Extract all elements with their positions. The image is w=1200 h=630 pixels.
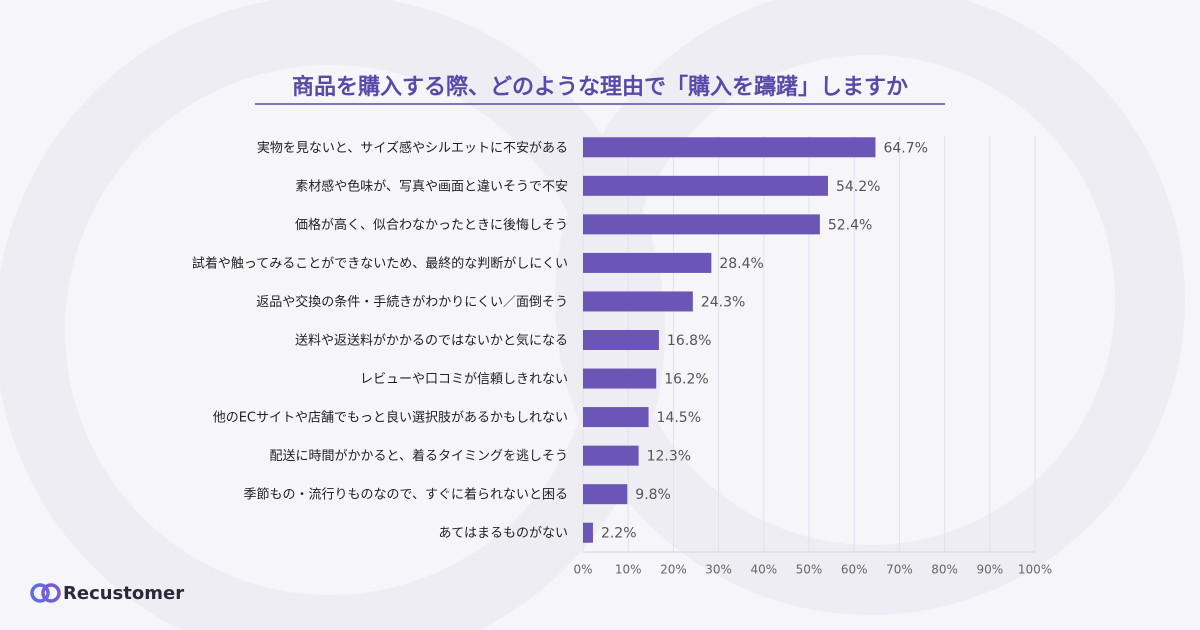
brand: Recustomer (63, 583, 184, 604)
x-tick-label: 90% (976, 563, 1003, 577)
x-tick-label: 0% (573, 563, 592, 577)
value-label: 16.2% (664, 372, 708, 388)
y-tick-label: あてはまるものがない (439, 526, 568, 541)
bar (583, 484, 628, 505)
bar (583, 407, 649, 428)
value-label: 12.3% (647, 449, 691, 465)
value-label: 2.2% (601, 526, 637, 542)
bar (583, 291, 693, 312)
bar (583, 522, 593, 543)
value-label: 54.2% (836, 179, 880, 195)
x-tick-label: 100% (1018, 563, 1052, 577)
bar (583, 252, 712, 273)
y-tick-label: 試着や触ってみることができないため、最終的な判断がしにくい (192, 255, 568, 271)
logo: Recustomer (30, 583, 184, 604)
value-label: 64.7% (883, 140, 927, 156)
y-tick-label: 実物を見ないと、サイズ感やシルエットに不安がある (257, 140, 568, 156)
x-tick-label: 30% (705, 563, 732, 577)
x-tick-label: 20% (660, 563, 687, 577)
y-tick-label: 配送に時間がかかると、着るタイミングを逃しそう (270, 448, 568, 464)
value-label: 52.4% (828, 217, 872, 233)
x-tick-label: 10% (615, 563, 642, 577)
x-tick-label: 70% (886, 563, 913, 577)
y-tick-label: 送料や返送料がかかるのではないかと気になる (295, 333, 568, 349)
y-tick-label: レビューや口コミが信頼しきれない (360, 372, 568, 387)
y-tick-label: 価格が高く、似合わなかったときに後悔しそう (295, 217, 568, 233)
y-tick-label: 他のECサイトや店舗でもっと良い選択肢があるかもしれない (213, 410, 568, 426)
bar (583, 445, 639, 466)
chart-title: 商品を購入する際、どのような理由で「購入を躊躇」しますか (292, 74, 908, 100)
value-label: 24.3% (701, 294, 745, 310)
bar (583, 214, 820, 235)
logo-icon (41, 583, 61, 603)
x-tick-label: 80% (931, 563, 958, 577)
value-label: 9.8% (635, 487, 671, 503)
value-label: 14.5% (657, 410, 701, 426)
value-label: 16.8% (667, 333, 711, 349)
x-tick-label: 50% (796, 563, 823, 577)
x-tick-label: 60% (841, 563, 868, 577)
x-tick-label: 40% (750, 563, 777, 577)
logo-icon (30, 583, 50, 603)
y-tick-label: 素材感や色味が、写真や画面と違いそうで不安 (295, 178, 568, 194)
bar (583, 137, 876, 158)
y-tick-label: 返品や交換の条件・手続きがわかりにくい／面倒そう (256, 294, 568, 310)
value-label: 28.4% (719, 256, 763, 272)
bar (583, 175, 828, 196)
bar (583, 368, 657, 389)
bar (583, 330, 659, 350)
y-tick-label: 季節もの・流行りものなので、すぐに着られないと困る (244, 487, 568, 503)
